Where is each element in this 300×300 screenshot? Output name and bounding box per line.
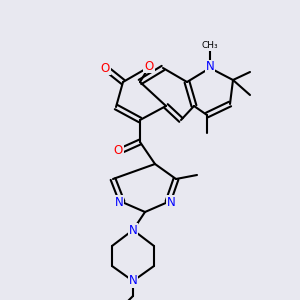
Text: N: N <box>129 274 137 287</box>
Text: O: O <box>144 59 154 73</box>
Text: N: N <box>115 196 123 208</box>
Text: N: N <box>167 196 176 208</box>
Text: CH₃: CH₃ <box>202 41 218 50</box>
Text: N: N <box>129 224 137 236</box>
Text: O: O <box>113 145 123 158</box>
Text: N: N <box>206 61 214 74</box>
Text: O: O <box>100 61 109 74</box>
